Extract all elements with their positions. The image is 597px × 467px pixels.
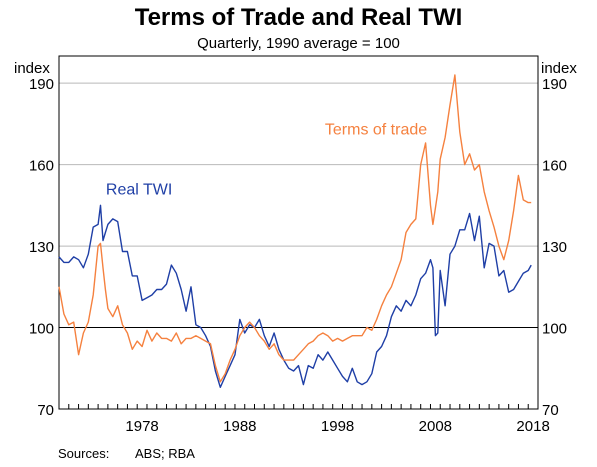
sources-text: ABS; RBA (135, 446, 195, 461)
y-tick-label-right: 130 (542, 239, 567, 256)
y-tick-label-left: 130 (29, 239, 54, 256)
y-tick-label-left: 70 (37, 402, 54, 419)
y-tick-label-right: 100 (542, 321, 567, 338)
y-axis-unit-right: index (541, 60, 577, 77)
x-tick-label: 1988 (223, 418, 256, 435)
y-tick-label-left: 100 (29, 321, 54, 338)
sources-label: Sources: (58, 446, 110, 461)
series-label-terms-of-trade: Terms of trade (325, 122, 427, 139)
x-tick-label: 2018 (516, 418, 549, 435)
chart-title: Terms of Trade and Real TWI (134, 4, 463, 31)
y-axis-unit-left: index (14, 60, 50, 77)
y-tick-label-left: 160 (29, 158, 54, 175)
x-tick-label: 2008 (419, 418, 452, 435)
x-tick-label: 1998 (321, 418, 354, 435)
series-line-terms-of-trade (58, 74, 532, 383)
chart-subtitle: Quarterly, 1990 average = 100 (197, 35, 400, 52)
series-line-real-twi (58, 204, 532, 388)
y-tick-label-left: 190 (29, 76, 54, 93)
y-tick-label-right: 160 (542, 158, 567, 175)
series-label-real-twi: Real TWI (106, 181, 172, 198)
plot-frame (58, 55, 539, 410)
y-tick-label-right: 70 (542, 402, 559, 419)
y-tick-label-right: 190 (542, 76, 567, 93)
x-tick-label: 1978 (125, 418, 158, 435)
